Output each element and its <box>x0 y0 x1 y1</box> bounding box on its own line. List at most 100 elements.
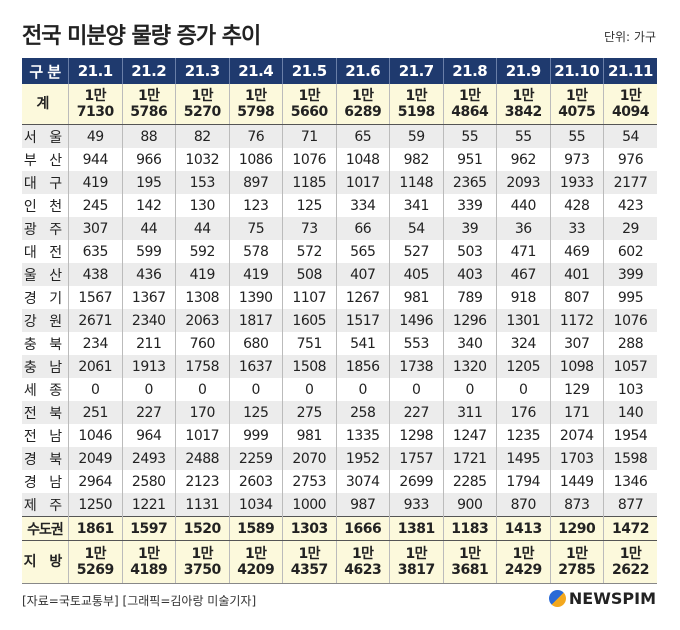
cell-value: 1183 <box>442 516 497 541</box>
cell-value: 1589 <box>228 516 283 541</box>
cell-value: 1567 <box>68 286 122 309</box>
row-label: 계 <box>22 84 69 125</box>
value-man: 1만 <box>191 88 214 104</box>
cell-value: 423 <box>603 194 657 217</box>
value-digits: 2785 <box>558 562 596 578</box>
cell-value: 1만 3681 <box>442 540 497 584</box>
cell-value: 1048 <box>335 148 390 171</box>
unit-label: 단위: 가구 <box>603 30 656 44</box>
cell-value: 976 <box>603 148 657 171</box>
cell-value: 66 <box>335 217 390 240</box>
cell-value: 44 <box>121 217 176 240</box>
row-label: 제 주 <box>22 493 69 517</box>
cell-value: 419 <box>68 171 122 194</box>
value-man: 1만 <box>619 88 642 104</box>
cell-value: 966 <box>121 148 176 171</box>
cell-value: 1794 <box>496 470 550 493</box>
cell-value: 153 <box>175 171 229 194</box>
cell-value: 1298 <box>389 424 443 447</box>
cell-value: 933 <box>389 493 443 517</box>
cell-value: 599 <box>121 240 176 263</box>
cell-value: 1034 <box>228 493 283 517</box>
cell-value: 1만 2429 <box>496 540 550 584</box>
cell-value: 407 <box>335 263 390 286</box>
cell-value: 3074 <box>335 470 390 493</box>
value-man: 1만 <box>137 88 160 104</box>
cell-value: 1413 <box>496 516 550 541</box>
cell-value: 999 <box>228 424 283 447</box>
cell-value: 541 <box>335 332 390 355</box>
cell-value: 0 <box>228 378 283 401</box>
value-digits: 3842 <box>504 104 542 120</box>
column-header: 21.8 <box>442 58 497 84</box>
newspim-logo-icon <box>548 590 566 607</box>
cell-value: 2074 <box>549 424 604 447</box>
cell-value: 75 <box>228 217 283 240</box>
newspim-logo: NEWSPIM <box>548 589 656 608</box>
cell-value: 1221 <box>121 493 176 517</box>
row-label: 경 기 <box>22 286 69 309</box>
value-digits: 2429 <box>504 562 542 578</box>
cell-value: 1250 <box>68 493 122 517</box>
cell-value: 1303 <box>282 516 336 541</box>
row-label: 인 천 <box>22 194 69 217</box>
cell-value: 1758 <box>175 355 229 378</box>
cell-value: 1738 <box>389 355 443 378</box>
cell-value: 1933 <box>549 171 604 194</box>
cell-value: 2093 <box>496 171 550 194</box>
cell-value: 1308 <box>175 286 229 309</box>
value-digits: 2622 <box>612 562 649 578</box>
cell-value: 2365 <box>442 171 497 194</box>
unsold-housing-table: 구 분 21.1 21.2 21.3 21.4 21.5 21.6 21.7 21.8 21.9… <box>22 58 657 584</box>
cell-value: 807 <box>549 286 604 309</box>
cell-value: 1346 <box>603 470 657 493</box>
cell-value: 307 <box>549 332 604 355</box>
row-label: 세 종 <box>22 378 69 401</box>
value-digits: 5270 <box>183 104 221 120</box>
cell-value: 1185 <box>282 171 336 194</box>
cell-value: 227 <box>121 401 176 424</box>
cell-value: 0 <box>175 378 229 401</box>
value-man: 1만 <box>84 546 107 562</box>
cell-value: 1757 <box>389 447 443 470</box>
value-man: 1만 <box>512 546 535 562</box>
cell-value: 71 <box>282 124 336 148</box>
cell-value: 680 <box>228 332 283 355</box>
value-digits: 4189 <box>130 562 168 578</box>
cell-value: 125 <box>282 194 336 217</box>
cell-value: 1205 <box>496 355 550 378</box>
cell-value: 1235 <box>496 424 550 447</box>
row-label: 대 구 <box>22 171 69 194</box>
cell-value: 1046 <box>68 424 122 447</box>
table-row: 울 산 438 436 419 419 508 407 405 403 467 401 399 <box>22 263 657 286</box>
cell-value: 54 <box>389 217 443 240</box>
column-header: 21.3 <box>175 58 229 84</box>
value-digits: 4357 <box>290 562 328 578</box>
value-digits: 3817 <box>397 562 435 578</box>
table-row: 전 북 251 227 170 125 275 258 227 311 176 171 140 <box>22 401 657 424</box>
row-label: 전 남 <box>22 424 69 447</box>
cell-value: 176 <box>496 401 550 424</box>
cell-value: 0 <box>68 378 122 401</box>
column-header: 21.2 <box>121 58 176 84</box>
value-man: 1만 <box>565 546 588 562</box>
table-row: 세 종 0 0 0 0 0 0 0 0 0 129 103 <box>22 378 657 401</box>
cell-value: 334 <box>335 194 390 217</box>
cell-value: 2177 <box>603 171 657 194</box>
cell-value: 1301 <box>496 309 550 332</box>
cell-value: 789 <box>442 286 497 309</box>
cell-value: 900 <box>442 493 497 517</box>
cell-value: 1335 <box>335 424 390 447</box>
column-header: 21.10 <box>549 58 604 84</box>
cell-value: 1076 <box>603 309 657 332</box>
value-man: 1만 <box>619 546 642 562</box>
cell-value: 1만 5270 <box>175 84 229 125</box>
cell-value: 467 <box>496 263 550 286</box>
table-row: 제 주 1250 1221 1131 1034 1000 987 933 900 870 873 87… <box>22 493 657 517</box>
cell-value: 1913 <box>121 355 176 378</box>
cell-value: 1472 <box>603 516 657 541</box>
cell-value: 1290 <box>549 516 604 541</box>
cell-value: 399 <box>603 263 657 286</box>
table-row: 대 구 419 195 153 897 1185 1017 1148 2365 2093 1933 2… <box>22 171 657 194</box>
